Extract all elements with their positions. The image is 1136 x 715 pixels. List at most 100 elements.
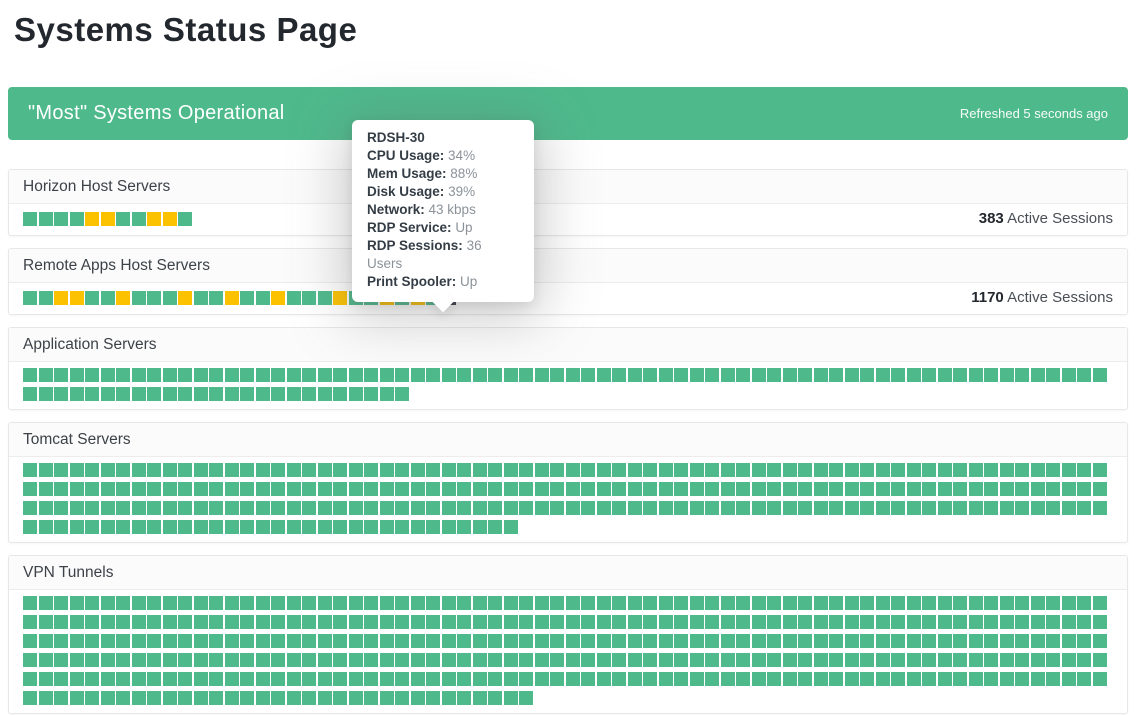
server-square-ok[interactable] — [116, 615, 130, 629]
server-square-ok[interactable] — [488, 653, 502, 667]
server-square-ok[interactable] — [209, 672, 223, 686]
server-square-ok[interactable] — [317, 653, 332, 667]
server-square-ok[interactable] — [503, 520, 518, 534]
server-square-ok[interactable] — [162, 387, 177, 401]
server-square-ok[interactable] — [612, 634, 626, 648]
server-square-ok[interactable] — [317, 290, 332, 305]
server-square-ok[interactable] — [1030, 482, 1045, 496]
server-square-ok[interactable] — [953, 368, 967, 382]
server-square-warn[interactable] — [69, 290, 84, 305]
server-square-ok[interactable] — [798, 634, 812, 648]
server-square-ok[interactable] — [69, 672, 84, 686]
server-square-ok[interactable] — [410, 615, 425, 629]
server-square-ok[interactable] — [519, 615, 533, 629]
server-square-warn[interactable] — [333, 290, 347, 305]
server-square-ok[interactable] — [162, 615, 177, 629]
server-square-ok[interactable] — [798, 653, 812, 667]
server-square-ok[interactable] — [410, 653, 425, 667]
server-square-ok[interactable] — [23, 596, 37, 610]
server-square-ok[interactable] — [69, 596, 84, 610]
server-square-ok[interactable] — [364, 368, 378, 382]
server-square-ok[interactable] — [875, 482, 890, 496]
server-square-ok[interactable] — [131, 387, 146, 401]
server-square-ok[interactable] — [953, 596, 967, 610]
server-square-ok[interactable] — [953, 463, 967, 477]
server-square-ok[interactable] — [798, 596, 812, 610]
server-square-ok[interactable] — [984, 596, 998, 610]
server-square-ok[interactable] — [147, 596, 161, 610]
server-square-ok[interactable] — [999, 653, 1014, 667]
server-square-ok[interactable] — [565, 615, 580, 629]
server-square-ok[interactable] — [85, 501, 99, 515]
server-square-ok[interactable] — [131, 520, 146, 534]
server-square-ok[interactable] — [968, 501, 983, 515]
server-square-ok[interactable] — [782, 463, 797, 477]
server-square-warn[interactable] — [162, 211, 177, 226]
server-square-warn[interactable] — [116, 290, 130, 305]
server-square-ok[interactable] — [519, 691, 533, 705]
server-square-ok[interactable] — [922, 634, 936, 648]
server-square-ok[interactable] — [441, 691, 456, 705]
server-square-ok[interactable] — [286, 672, 301, 686]
server-square-ok[interactable] — [178, 520, 192, 534]
server-square-ok[interactable] — [999, 596, 1014, 610]
server-square-ok[interactable] — [255, 520, 270, 534]
server-square-ok[interactable] — [937, 368, 952, 382]
server-square-ok[interactable] — [720, 596, 735, 610]
server-square-ok[interactable] — [426, 615, 440, 629]
server-square-ok[interactable] — [85, 691, 99, 705]
server-square-ok[interactable] — [162, 520, 177, 534]
server-square-ok[interactable] — [395, 387, 409, 401]
server-square-ok[interactable] — [364, 653, 378, 667]
server-square-ok[interactable] — [767, 368, 781, 382]
server-square-ok[interactable] — [736, 653, 750, 667]
server-square-ok[interactable] — [395, 368, 409, 382]
server-square-ok[interactable] — [38, 387, 53, 401]
server-square-ok[interactable] — [813, 482, 828, 496]
server-square-ok[interactable] — [1077, 653, 1091, 667]
server-square-ok[interactable] — [968, 615, 983, 629]
server-square-ok[interactable] — [271, 368, 285, 382]
server-square-ok[interactable] — [472, 520, 487, 534]
server-square-ok[interactable] — [922, 482, 936, 496]
server-square-ok[interactable] — [953, 615, 967, 629]
server-square-ok[interactable] — [891, 482, 905, 496]
server-square-ok[interactable] — [302, 672, 316, 686]
server-square-warn[interactable] — [147, 211, 161, 226]
server-square-ok[interactable] — [984, 615, 998, 629]
server-square-ok[interactable] — [519, 501, 533, 515]
server-square-ok[interactable] — [844, 501, 859, 515]
server-square-ok[interactable] — [627, 368, 642, 382]
server-square-ok[interactable] — [178, 634, 192, 648]
server-square-ok[interactable] — [534, 463, 549, 477]
server-square-ok[interactable] — [891, 463, 905, 477]
server-square-ok[interactable] — [984, 463, 998, 477]
server-square-ok[interactable] — [612, 653, 626, 667]
server-square-ok[interactable] — [69, 368, 84, 382]
server-square-ok[interactable] — [767, 482, 781, 496]
server-square-ok[interactable] — [69, 615, 84, 629]
server-square-ok[interactable] — [457, 501, 471, 515]
server-square-ok[interactable] — [891, 672, 905, 686]
server-square-ok[interactable] — [302, 615, 316, 629]
server-square-ok[interactable] — [38, 482, 53, 496]
server-square-ok[interactable] — [1061, 672, 1076, 686]
server-square-ok[interactable] — [410, 634, 425, 648]
server-square-ok[interactable] — [689, 615, 704, 629]
server-square-ok[interactable] — [255, 463, 270, 477]
server-square-ok[interactable] — [116, 387, 130, 401]
server-square-ok[interactable] — [767, 463, 781, 477]
server-square-ok[interactable] — [395, 463, 409, 477]
server-square-ok[interactable] — [860, 501, 874, 515]
server-square-ok[interactable] — [844, 672, 859, 686]
server-square-ok[interactable] — [472, 501, 487, 515]
server-square-ok[interactable] — [720, 368, 735, 382]
server-square-ok[interactable] — [193, 672, 208, 686]
server-square-ok[interactable] — [54, 691, 68, 705]
server-square-ok[interactable] — [472, 615, 487, 629]
server-square-ok[interactable] — [829, 653, 843, 667]
server-square-ok[interactable] — [1015, 615, 1029, 629]
server-square-ok[interactable] — [131, 501, 146, 515]
server-square-ok[interactable] — [519, 672, 533, 686]
server-square-ok[interactable] — [333, 634, 347, 648]
